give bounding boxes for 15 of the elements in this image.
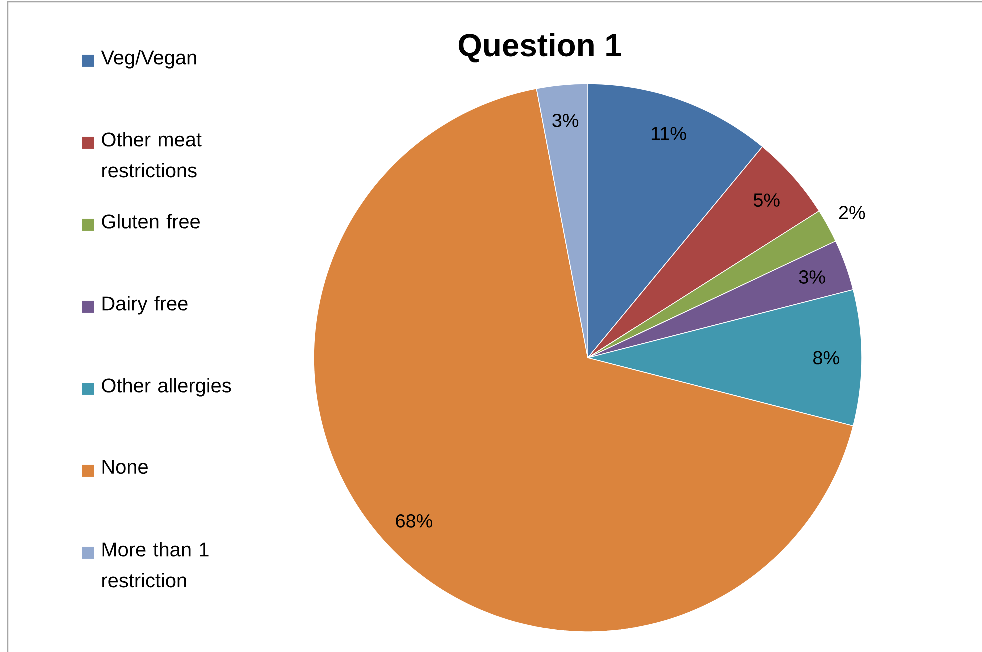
legend-label: Veg/Vegan [101,50,196,69]
data-label: 3% [799,270,826,284]
data-label: 8% [814,351,840,365]
legend-label: More than 1 restriction [102,542,209,588]
data-label: 3% [552,114,579,128]
data-label: 5% [754,194,780,207]
data-label: 68% [396,514,433,528]
legend-label: Other allergies [102,378,232,397]
legend-label: Dairy free [102,296,188,315]
legend-label: Other meat restrictions [102,132,202,178]
legend-label: None [102,460,148,474]
chart-title: Question 1 [458,33,622,63]
data-label: 11% [652,127,686,140]
legend-label: Gluten free [102,214,200,229]
data-label: 2% [839,206,866,220]
